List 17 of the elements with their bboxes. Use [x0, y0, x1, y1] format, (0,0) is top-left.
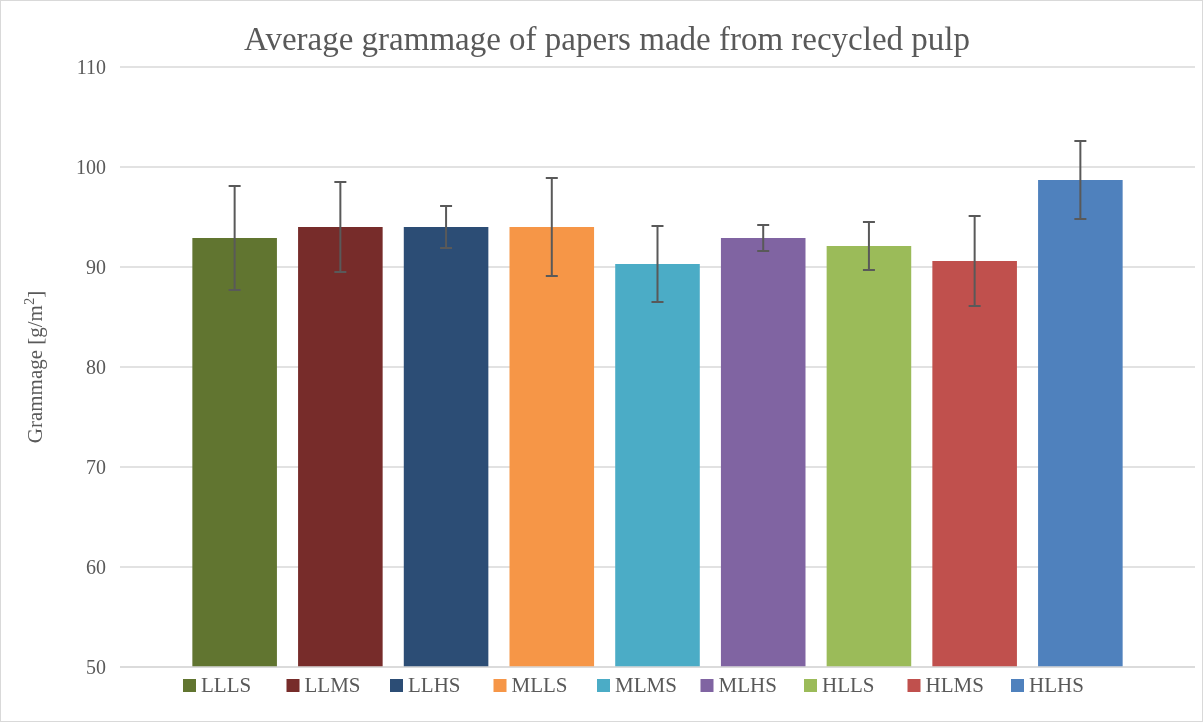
legend-label: HLMS	[925, 673, 984, 698]
legend-label: LLLS	[201, 673, 252, 698]
chart-title: Average grammage of papers made from recycled pulp	[244, 21, 970, 57]
legend-label: MLMS	[615, 673, 677, 698]
legend-label: LLHS	[408, 673, 461, 698]
y-tick-label: 80	[86, 356, 106, 378]
y-tick-label: 90	[86, 256, 106, 278]
y-tick-label: 70	[86, 456, 106, 478]
y-tick-label: 60	[86, 556, 106, 578]
y-tick-label: 110	[76, 56, 106, 78]
y-tick-label: 100	[76, 156, 106, 178]
legend-label: MLHS	[718, 673, 777, 698]
legend-label: HLLS	[822, 673, 875, 698]
legend-label: MLLS	[511, 673, 568, 698]
legend-label: LLMS	[304, 673, 361, 698]
y-tick-label: 50	[86, 656, 106, 678]
legend-label: HLHS	[1029, 673, 1084, 698]
